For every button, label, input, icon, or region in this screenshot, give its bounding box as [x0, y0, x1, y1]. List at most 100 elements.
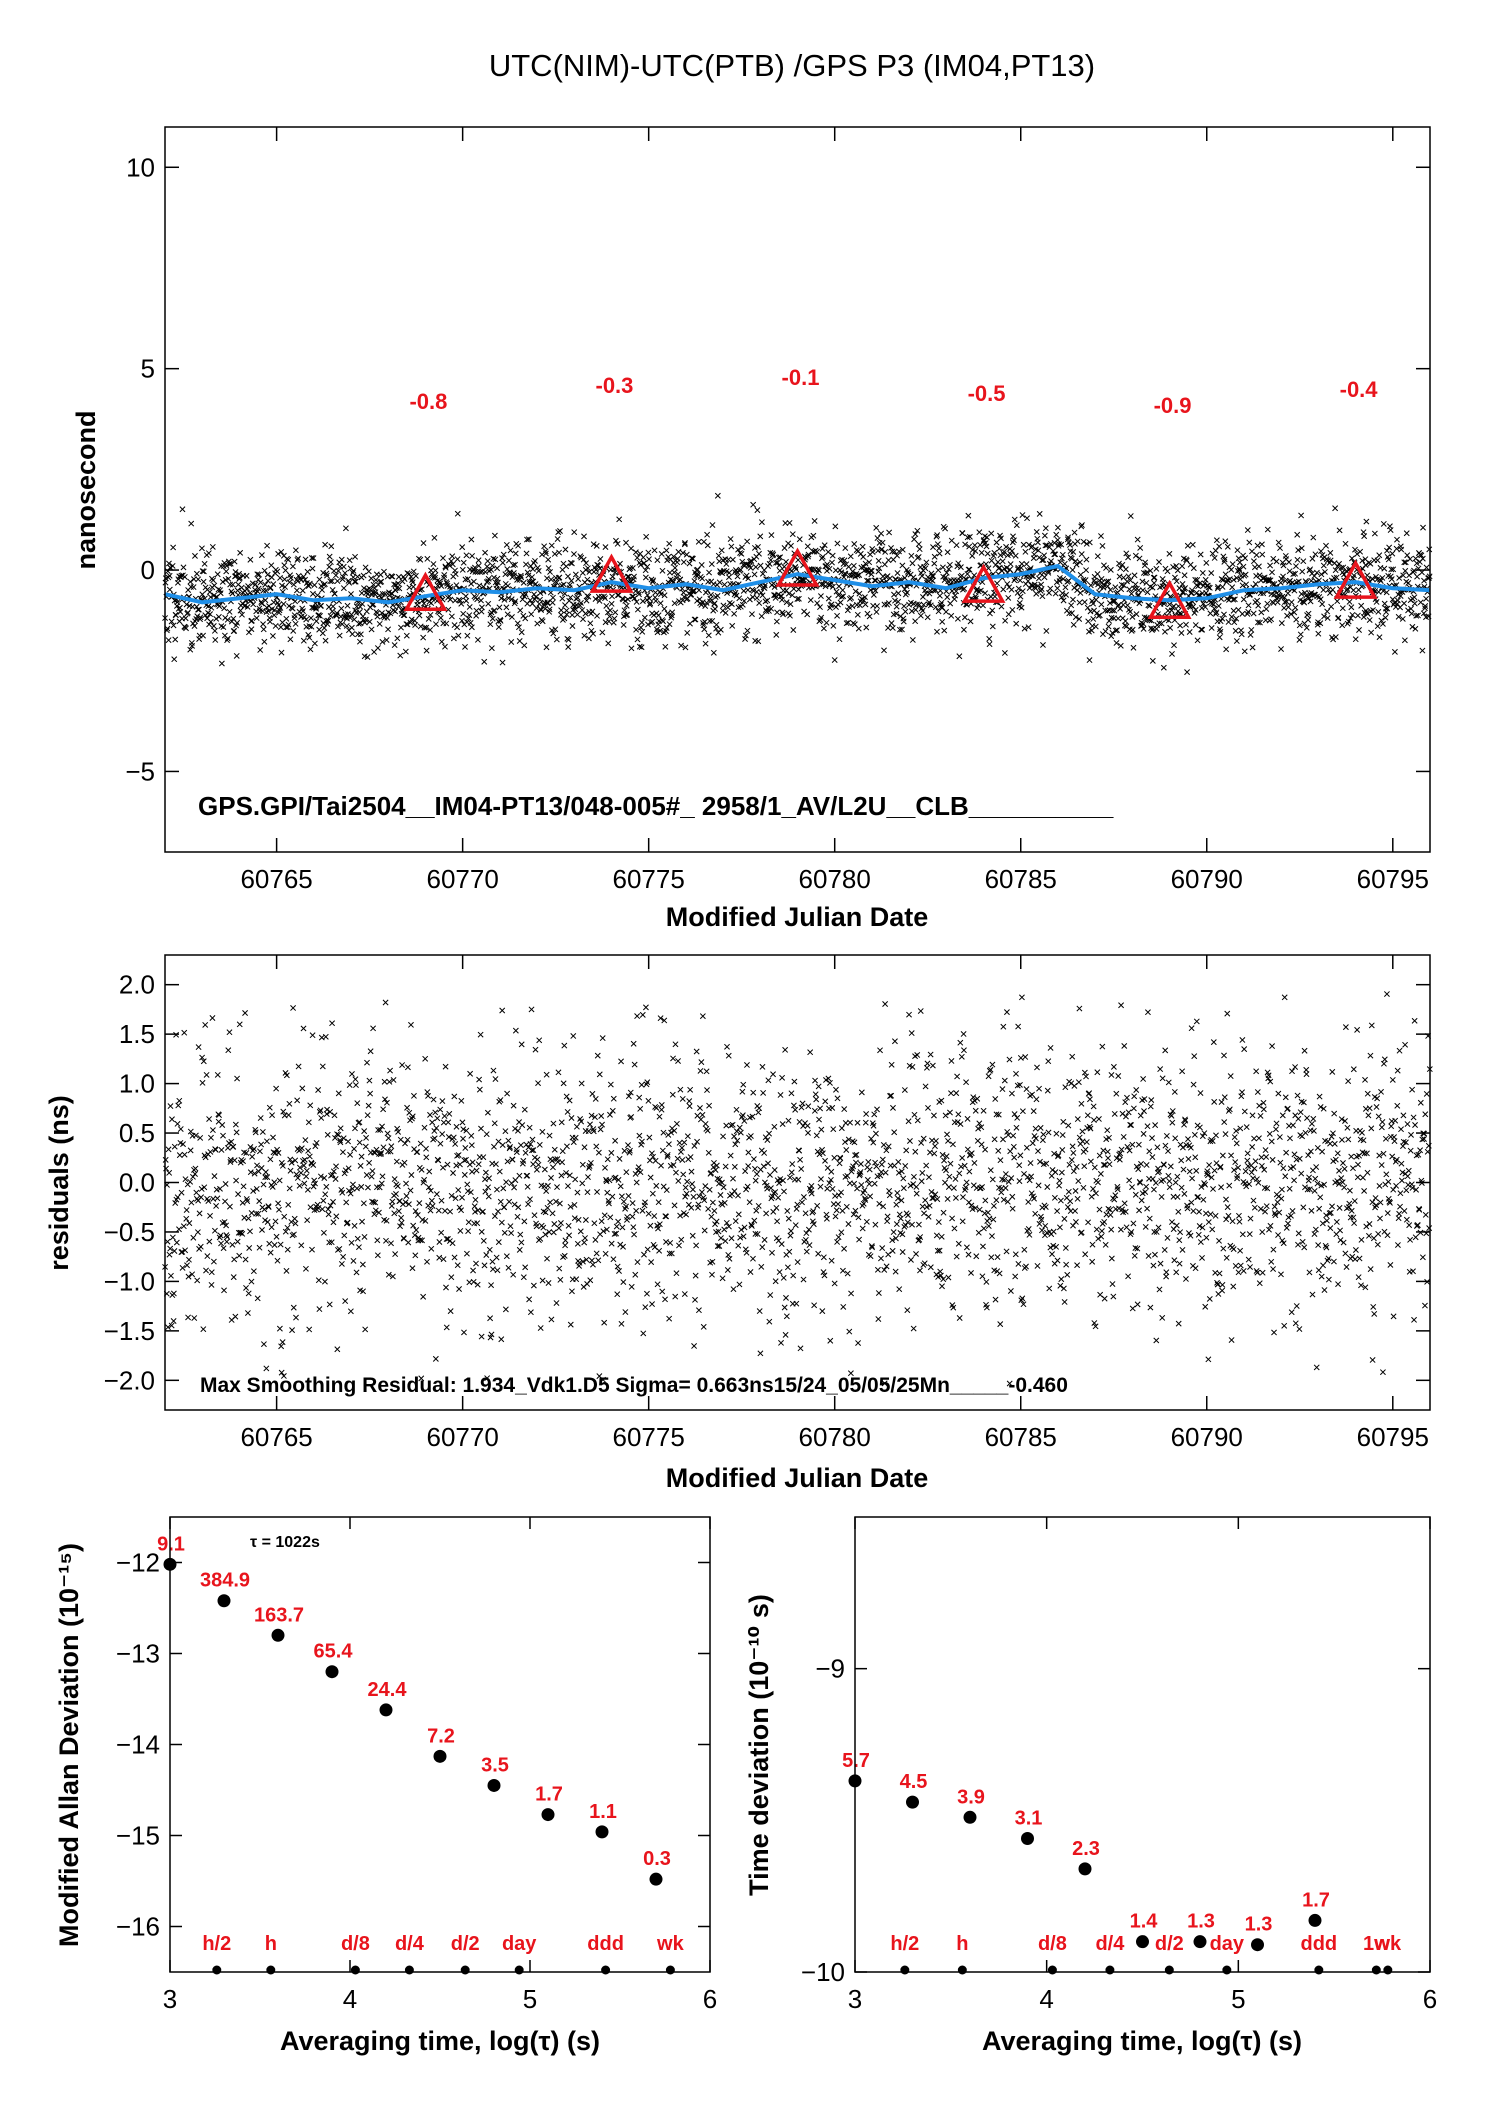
main-data-point	[374, 645, 381, 651]
residual-point	[1001, 1077, 1008, 1084]
residual-point	[1061, 1215, 1068, 1222]
residual-point	[1142, 1223, 1149, 1230]
residual-point	[790, 1102, 797, 1109]
main-data-point	[1081, 599, 1088, 606]
residual-point	[522, 1264, 529, 1271]
main-data-point	[383, 637, 390, 644]
residual-point	[797, 1156, 804, 1163]
residual-point	[231, 1256, 238, 1263]
residual-point	[1147, 1103, 1154, 1110]
residual-point	[451, 1254, 458, 1261]
residual-point	[865, 1158, 872, 1165]
residual-point	[792, 1106, 799, 1113]
residual-point	[1098, 1233, 1105, 1240]
main-data-point	[1034, 539, 1041, 546]
main-data-point	[1249, 644, 1256, 651]
residual-point	[259, 1226, 265, 1233]
residual-point	[990, 1216, 997, 1223]
residual-point	[692, 1296, 698, 1303]
residual-point	[225, 1047, 232, 1054]
residual-point	[363, 1172, 370, 1178]
main-data-point	[1059, 551, 1066, 558]
residual-point	[697, 1105, 703, 1111]
residual-point	[420, 1293, 427, 1300]
residual-point	[486, 1246, 493, 1253]
main-data-point	[930, 544, 936, 551]
main-data-point	[1336, 527, 1343, 534]
residual-point	[298, 1169, 304, 1176]
residual-point	[220, 1245, 227, 1252]
residual-point	[833, 1207, 840, 1214]
residual-point	[882, 1169, 889, 1176]
main-data-point	[788, 542, 794, 549]
residual-point	[230, 1274, 237, 1281]
residual-point	[822, 1098, 829, 1105]
residual-point	[1090, 1117, 1097, 1124]
main-data-point	[566, 582, 573, 588]
residual-point	[577, 1228, 584, 1235]
main-data-point	[998, 603, 1005, 610]
residual-point	[751, 1217, 758, 1224]
residual-point	[927, 1149, 933, 1156]
main-data-point	[901, 603, 907, 610]
residual-point	[1010, 1143, 1017, 1150]
residual-point	[319, 1063, 326, 1070]
residual-point	[472, 1196, 479, 1203]
main-data-point	[1016, 599, 1023, 606]
residual-point	[784, 1264, 791, 1271]
residual-point	[681, 1291, 688, 1297]
main-data-point	[199, 568, 206, 575]
main-data-point	[583, 597, 590, 604]
residual-point	[476, 1086, 483, 1093]
main-data-point	[831, 657, 838, 663]
residual-point	[573, 1276, 580, 1283]
residual-point	[492, 1161, 499, 1168]
main-data-point	[606, 613, 613, 620]
main-data-point	[839, 587, 846, 594]
residual-point	[535, 1161, 542, 1168]
main-data-point	[499, 555, 506, 562]
main-data-point	[181, 573, 188, 580]
main-data-point	[623, 612, 630, 619]
residual-point	[478, 1125, 484, 1132]
main-data-point	[381, 568, 387, 575]
residual-point	[490, 1266, 496, 1273]
main-data-point	[285, 621, 292, 628]
residual-point	[633, 1179, 640, 1186]
residual-point	[226, 1203, 233, 1210]
residual-point	[582, 1217, 589, 1223]
residual-point	[761, 1236, 768, 1243]
residual-point	[824, 1185, 831, 1192]
main-data-point	[304, 568, 311, 575]
residual-point	[1105, 1205, 1112, 1212]
main-data-point	[1008, 586, 1015, 593]
residual-point	[403, 1180, 409, 1187]
residual-point	[980, 1243, 986, 1250]
main-data-point	[504, 611, 511, 618]
residual-point	[1049, 1251, 1055, 1258]
residual-point	[847, 1119, 854, 1126]
main-data-point	[1269, 569, 1275, 576]
residual-point	[711, 1207, 718, 1214]
residual-point	[693, 1048, 700, 1055]
residual-point	[366, 1159, 373, 1166]
residual-point	[232, 1313, 239, 1320]
main-data-point	[1300, 558, 1307, 565]
residual-point	[544, 1255, 550, 1262]
residual-point	[1013, 1070, 1019, 1077]
main-data-point	[912, 618, 919, 625]
residual-point	[759, 1063, 766, 1070]
main-data-point	[392, 608, 399, 615]
main-data-point	[614, 592, 621, 599]
main-data-point	[455, 632, 462, 639]
residual-point	[639, 1207, 646, 1214]
residual-point	[1137, 1112, 1144, 1119]
residual-point	[634, 1013, 641, 1020]
residual-point	[290, 1005, 297, 1011]
main-data-point	[1296, 636, 1303, 643]
residual-point	[681, 1139, 688, 1146]
residual-point	[303, 1167, 310, 1174]
main-data-point	[830, 622, 837, 629]
main-data-point	[915, 541, 922, 548]
residual-point	[565, 1222, 572, 1229]
